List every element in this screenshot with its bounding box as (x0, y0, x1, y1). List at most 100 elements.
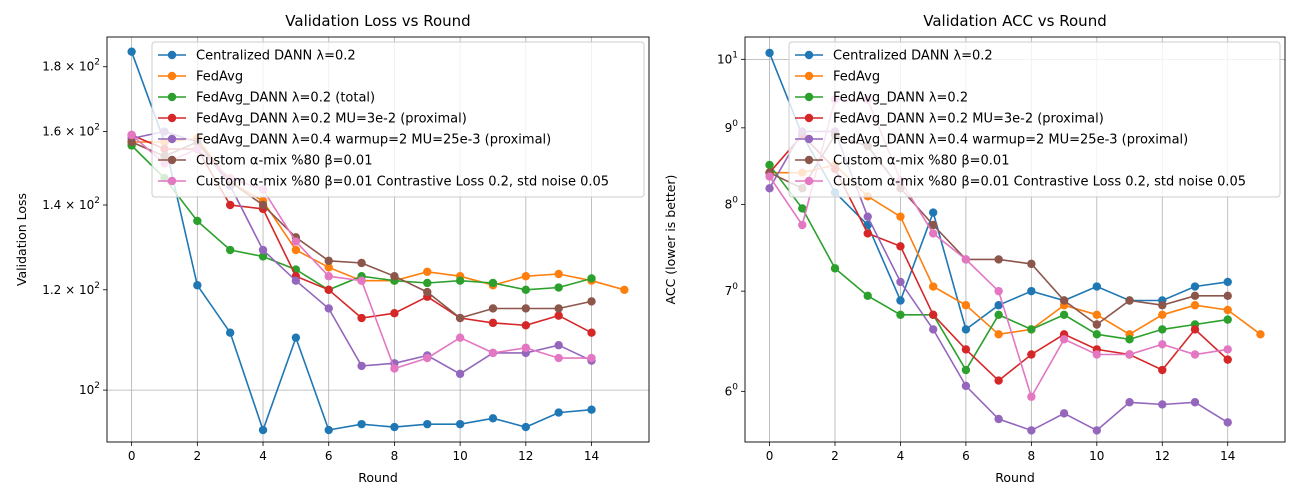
legend-swatch-marker (804, 134, 814, 144)
legend-swatch-marker (167, 134, 177, 144)
data-point (928, 229, 938, 238)
plot-frame (106, 36, 650, 443)
legend-label: FedAvg_DANN λ=0.4 warmup=2 MU=25e-3 (pro… (833, 133, 1188, 148)
data-point (423, 287, 432, 297)
data-point (554, 353, 563, 363)
data-point (896, 277, 905, 287)
legend-box (788, 41, 1281, 198)
data-point (554, 341, 563, 350)
data-point (390, 272, 399, 281)
data-point (863, 291, 872, 301)
data-point (193, 216, 202, 226)
data-point (863, 229, 872, 238)
data-point (357, 361, 366, 371)
y-tick-label: 80 (725, 195, 739, 211)
data-point (1125, 335, 1134, 344)
data-point (1223, 345, 1232, 354)
data-point (488, 278, 498, 288)
x-axis-label: Round (358, 470, 398, 485)
data-point (994, 414, 1003, 424)
data-point (423, 353, 432, 363)
data-point (357, 258, 366, 268)
x-tick-label: 4 (897, 449, 905, 463)
data-point (961, 345, 971, 354)
y-tick-label: 102 (79, 381, 100, 397)
data-point (488, 348, 498, 358)
legend-label: Centralized DANN λ=0.2 (196, 49, 356, 64)
data-point (225, 200, 235, 210)
x-tick-label: 4 (259, 449, 267, 463)
data-point (258, 252, 268, 261)
data-point (928, 325, 938, 334)
data-point (423, 419, 432, 429)
data-point (291, 276, 301, 285)
data-point (488, 414, 498, 423)
data-point (1158, 365, 1167, 375)
data-point (1125, 350, 1134, 359)
data-point (587, 353, 596, 363)
data-point (357, 276, 366, 285)
data-point (896, 212, 905, 221)
legend-swatch-marker (167, 50, 177, 60)
data-point (928, 220, 938, 230)
y-axis-label: ACC (lower is better) (663, 175, 678, 305)
data-point (1158, 310, 1167, 319)
legend-swatch-marker (167, 92, 177, 102)
data-point (587, 274, 596, 283)
data-point (765, 172, 774, 181)
x-tick-label: 10 (452, 449, 467, 463)
data-point (1027, 350, 1036, 359)
data-point (765, 48, 774, 58)
data-point (521, 321, 531, 330)
data-point (225, 328, 235, 337)
data-point (521, 304, 531, 313)
legend-swatch-marker (804, 113, 814, 123)
data-point (1059, 409, 1069, 418)
data-point (455, 369, 465, 379)
legend-swatch-marker (804, 155, 814, 165)
data-point (1059, 296, 1069, 305)
data-point (1190, 350, 1200, 359)
legend-label: Custom α-mix %80 β=0.01 Contrastive Loss… (833, 175, 1246, 190)
data-point (225, 245, 235, 255)
chart-title: Validation ACC vs Round (923, 12, 1106, 30)
legend-label: FedAvg_DANN λ=0.2 MU=3e-2 (proximal) (833, 112, 1104, 127)
legend-box (151, 41, 645, 198)
x-tick-label: 14 (1220, 449, 1235, 463)
data-point (1158, 301, 1167, 310)
data-point (1092, 330, 1102, 339)
data-point (390, 309, 399, 318)
y-tick-label: 1.8 × 102 (42, 58, 100, 74)
legend-label: FedAvg_DANN λ=0.4 warmup=2 MU=25e-3 (pro… (196, 133, 551, 148)
x-tick-label: 10 (1089, 449, 1104, 463)
x-tick-label: 14 (584, 449, 599, 463)
data-point (1125, 398, 1134, 407)
legend-swatch-marker (167, 113, 177, 123)
data-point (324, 272, 333, 281)
legend-label: FedAvg_DANN λ=0.2 MU=3e-2 (proximal) (196, 112, 467, 127)
data-point (455, 333, 465, 342)
legend-swatch-marker (804, 71, 814, 81)
legend-swatch-marker (167, 71, 177, 81)
data-point (127, 130, 136, 140)
y-tick-label: 1.2 × 102 (42, 281, 100, 297)
data-point (357, 419, 366, 429)
data-point (961, 365, 971, 375)
x-tick-label: 6 (325, 449, 333, 463)
data-point (1223, 418, 1232, 427)
data-point (324, 425, 333, 435)
data-point (554, 304, 563, 313)
data-point (1223, 305, 1232, 315)
data-point (1190, 325, 1200, 334)
x-tick-label: 8 (1028, 449, 1036, 463)
data-point (1092, 282, 1102, 291)
data-point (1092, 350, 1102, 359)
data-point (620, 285, 629, 295)
data-point (994, 310, 1003, 319)
data-point (258, 425, 268, 435)
data-point (1256, 330, 1265, 339)
chart-panel-2: 0 2 4 6 8 10 12 14 60 70 80 90 101 Validation ACC vs … (663, 12, 1286, 485)
data-point (961, 301, 971, 310)
data-point (521, 285, 531, 295)
data-point (258, 200, 268, 210)
